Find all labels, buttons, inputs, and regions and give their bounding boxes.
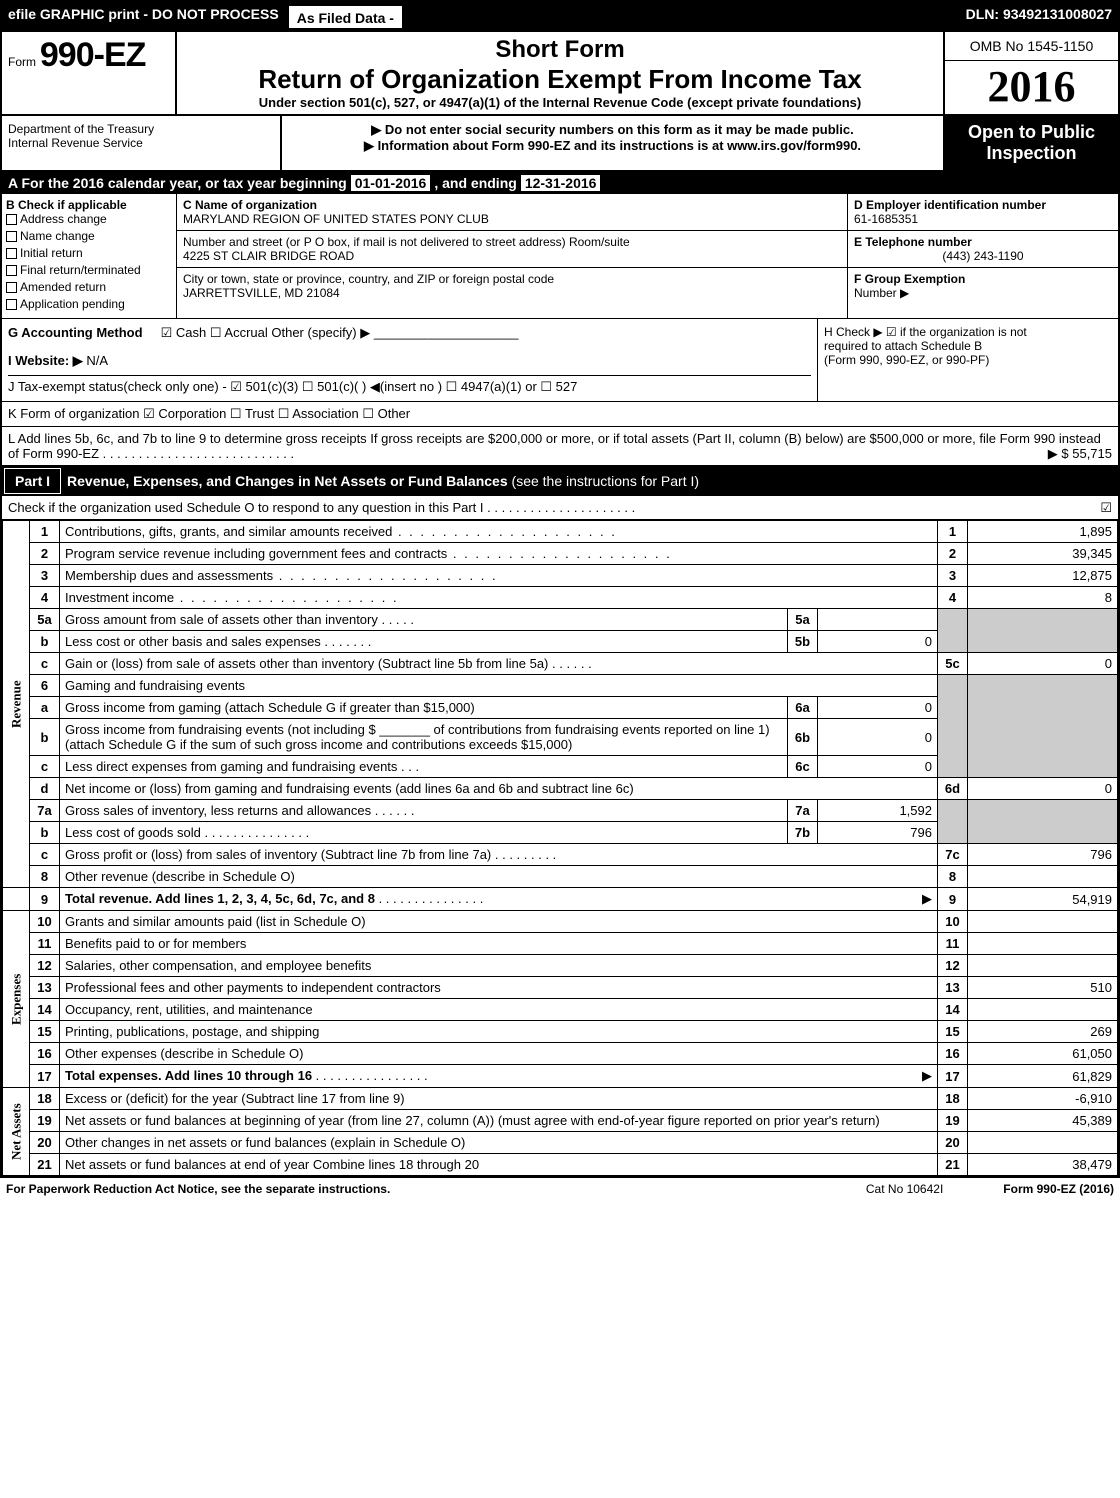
form-prefix: Form [8, 55, 36, 69]
omb-number: OMB No 1545-1150 [945, 32, 1118, 61]
short-form-title: Short Form [181, 36, 939, 64]
col-gi: G Accounting Method ☑ Cash ☐ Accrual Oth… [2, 319, 818, 401]
website: N/A [86, 353, 108, 368]
dln-label: DLN: 93492131008027 [960, 2, 1118, 32]
c-name-label: C Name of organization [183, 198, 841, 212]
part1-header: Part I Revenue, Expenses, and Changes in… [2, 466, 1118, 496]
part1-title: Revenue, Expenses, and Changes in Net As… [63, 469, 1118, 493]
inspect2: Inspection [951, 143, 1112, 164]
inspect1: Open to Public [951, 122, 1112, 143]
d-label: D Employer identification number [854, 198, 1112, 212]
chk-initial[interactable]: Initial return [6, 246, 172, 260]
part1-tag: Part I [4, 468, 61, 494]
city-label: City or town, state or province, country… [183, 272, 841, 286]
c-city-block: City or town, state or province, country… [177, 268, 847, 304]
e-label: E Telephone number [854, 235, 1112, 249]
l1-fv: 1,895 [968, 521, 1118, 543]
as-filed-box: As Filed Data - [287, 4, 404, 30]
form-number: 990-EZ [40, 36, 146, 74]
section-bcdef: B Check if applicable Address change Nam… [2, 194, 1118, 319]
row-l-text: L Add lines 5b, 6c, and 7b to line 9 to … [8, 431, 1101, 461]
side-expenses: Expenses [3, 911, 30, 1088]
e-block: E Telephone number (443) 243-1190 [848, 231, 1118, 268]
h-text1: H Check ▶ ☑ if the organization is not [824, 325, 1112, 339]
side-revenue: Revenue [3, 521, 30, 888]
tax-year: 2016 [945, 61, 1118, 112]
chk-address[interactable]: Address change [6, 212, 172, 226]
col-c: C Name of organization MARYLAND REGION O… [177, 194, 848, 318]
chk-final[interactable]: Final return/terminated [6, 263, 172, 277]
begin-date: 01-01-2016 [351, 175, 431, 191]
row-l: L Add lines 5b, 6c, and 7b to line 9 to … [2, 427, 1118, 466]
street: 4225 ST CLAIR BRIDGE ROAD [183, 249, 841, 263]
chk-name[interactable]: Name change [6, 229, 172, 243]
city: JARRETTSVILLE, MD 21084 [183, 286, 841, 300]
chk-pending[interactable]: Application pending [6, 297, 172, 311]
lines-table: Revenue 1 Contributions, gifts, grants, … [2, 520, 1118, 1176]
f-label: F Group Exemption [854, 272, 965, 286]
l1-n: 1 [30, 521, 60, 543]
dept-cell: Department of the Treasury Internal Reve… [2, 116, 282, 170]
subtitle: Under section 501(c), 527, or 4947(a)(1)… [181, 95, 939, 110]
main-title: Return of Organization Exempt From Incom… [181, 64, 939, 95]
col-b: B Check if applicable Address change Nam… [2, 194, 177, 318]
row-l-value: ▶ $ 55,715 [1048, 446, 1112, 462]
omb-cell: OMB No 1545-1150 2016 [943, 32, 1118, 114]
row-k: K Form of organization ☑ Corporation ☐ T… [2, 402, 1118, 427]
title-cell: Short Form Return of Organization Exempt… [177, 32, 943, 114]
phone: (443) 243-1190 [854, 249, 1112, 263]
side-netassets: Net Assets [3, 1088, 30, 1176]
row-a-mid: , and ending [434, 175, 516, 191]
col-def: D Employer identification number 61-1685… [848, 194, 1118, 318]
row-a: A For the 2016 calendar year, or tax yea… [2, 172, 1118, 194]
efile-label: efile GRAPHIC print - DO NOT PROCESS [2, 2, 285, 32]
dept-line2: Internal Revenue Service [8, 136, 274, 150]
g-row: G Accounting Method ☑ Cash ☐ Accrual Oth… [8, 325, 811, 341]
dept-line1: Department of the Treasury [8, 122, 274, 136]
c-name-block: C Name of organization MARYLAND REGION O… [177, 194, 847, 231]
topbar: efile GRAPHIC print - DO NOT PROCESS As … [2, 2, 1118, 32]
part1-checkline: Check if the organization used Schedule … [2, 496, 1118, 520]
b-label: B Check if applicable [6, 198, 172, 212]
org-name: MARYLAND REGION OF UNITED STATES PONY CL… [183, 212, 841, 226]
f-block: F Group Exemption Number ▶ [848, 268, 1118, 304]
i-row: I Website: ▶ N/A [8, 353, 811, 369]
header-row2: Department of the Treasury Internal Reve… [2, 116, 1118, 172]
addr-label: Number and street (or P O box, if mail i… [183, 235, 841, 249]
g-options: ☑ Cash ☐ Accrual Other (specify) ▶ [161, 325, 371, 340]
row-gh: G Accounting Method ☑ Cash ☐ Accrual Oth… [2, 319, 1118, 402]
c-addr-block: Number and street (or P O box, if mail i… [177, 231, 847, 268]
part1-check: ☑ [1100, 500, 1112, 516]
h-text3: (Form 990, 990-EZ, or 990-PF) [824, 353, 1112, 367]
website-label: I Website: ▶ [8, 353, 83, 368]
header-row: Form 990-EZ Short Form Return of Organiz… [2, 32, 1118, 116]
l1-d: Contributions, gifts, grants, and simila… [65, 524, 392, 539]
footer: For Paperwork Reduction Act Notice, see … [0, 1178, 1120, 1200]
inspect-cell: Open to Public Inspection [943, 116, 1118, 170]
ein: 61-1685351 [854, 212, 1112, 226]
footer-left: For Paperwork Reduction Act Notice, see … [6, 1182, 866, 1196]
g-label: G Accounting Method [8, 325, 143, 340]
footer-right: Form 990-EZ (2016) [1003, 1182, 1114, 1196]
l1-fn: 1 [938, 521, 968, 543]
h-text2: required to attach Schedule B [824, 339, 1112, 353]
instr-cell: ▶ Do not enter social security numbers o… [282, 116, 943, 170]
instr2: ▶ Information about Form 990-EZ and its … [288, 138, 937, 154]
form-990ez: efile GRAPHIC print - DO NOT PROCESS As … [0, 0, 1120, 1178]
end-date: 12-31-2016 [521, 175, 601, 191]
footer-cat: Cat No 10642I [866, 1182, 943, 1196]
chk-amended[interactable]: Amended return [6, 280, 172, 294]
j-row: J Tax-exempt status(check only one) - ☑ … [8, 375, 811, 395]
instr1: ▶ Do not enter social security numbers o… [288, 122, 937, 138]
form-cell: Form 990-EZ [2, 32, 177, 114]
row-a-label: A For the 2016 calendar year, or tax yea… [8, 175, 347, 191]
col-h: H Check ▶ ☑ if the organization is not r… [818, 319, 1118, 401]
f-label2: Number ▶ [854, 286, 909, 300]
d-block: D Employer identification number 61-1685… [848, 194, 1118, 231]
